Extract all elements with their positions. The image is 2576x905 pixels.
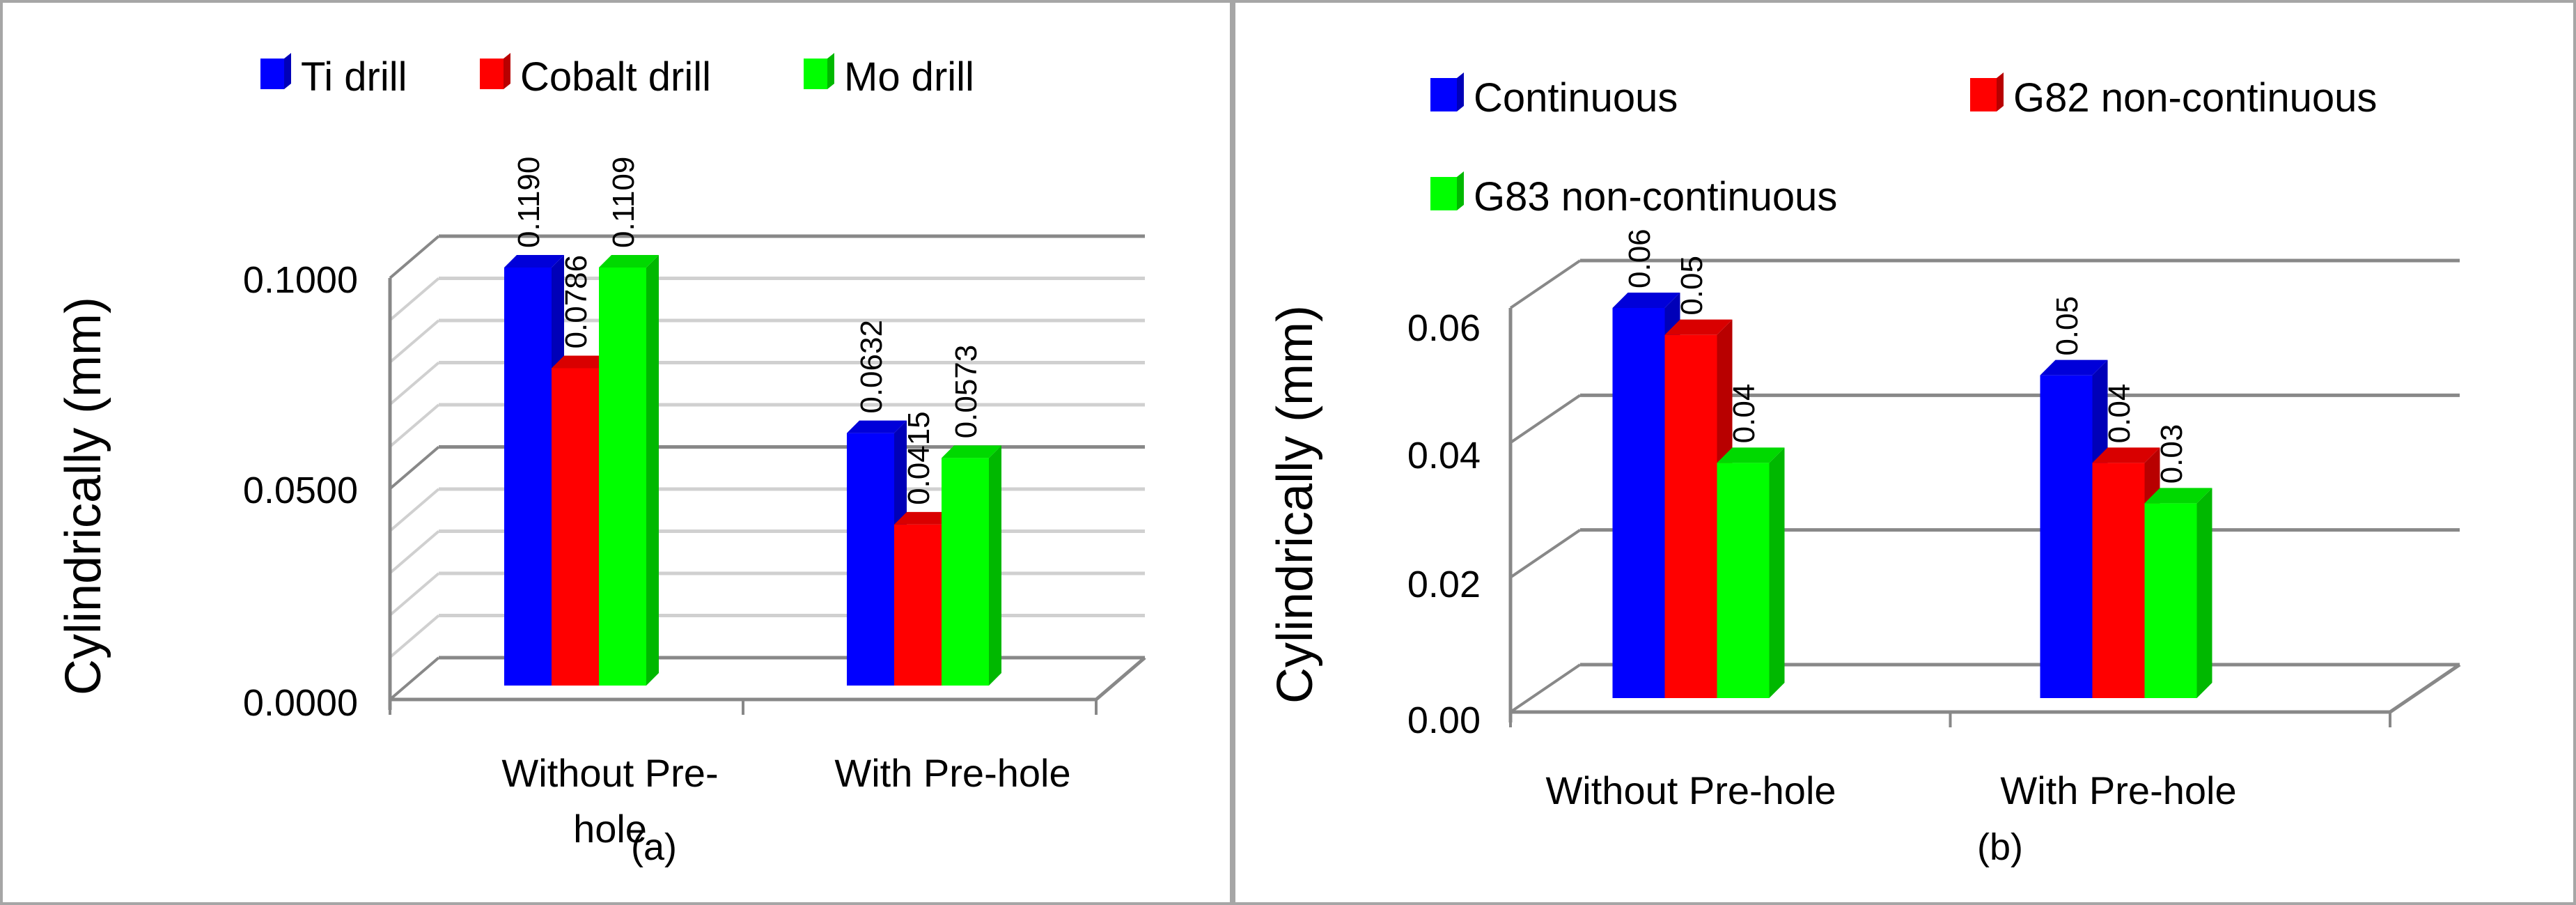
legend-swatch-side — [1457, 171, 1464, 210]
bar-mo-drill — [942, 458, 989, 686]
data-label: 0.0632 — [854, 320, 889, 414]
bar-cobalt-drill — [894, 524, 942, 686]
bar-top-face — [1612, 293, 1680, 308]
gridline-perspective — [389, 235, 440, 279]
gridline-perspective — [389, 572, 440, 617]
category-label: With Pre-hole — [2000, 768, 2236, 812]
bar-ti-drill — [504, 268, 552, 686]
data-label: 0.1109 — [607, 157, 641, 248]
legend-swatch-side — [827, 53, 834, 89]
gridline-perspective — [389, 488, 440, 532]
y-tick-label: 0.04 — [1407, 435, 1481, 477]
bar-mo-drill — [599, 268, 646, 686]
bar-top-face — [2040, 359, 2108, 376]
legend-swatch — [480, 59, 504, 89]
legend-swatch-side — [1457, 72, 1464, 111]
legend-label: Mo drill — [844, 54, 974, 100]
gridline-perspective — [1509, 259, 1582, 309]
gridline-perspective — [389, 529, 440, 575]
y-tick-label: 0.06 — [1407, 307, 1481, 349]
data-label: 0.05 — [1675, 256, 1709, 316]
data-label: 0.0786 — [559, 255, 593, 349]
bar-top-face — [1664, 319, 1733, 335]
bar-top-face — [942, 445, 1001, 458]
y-tick-label: 0.00 — [1407, 699, 1481, 741]
y-tick-label: 0.1000 — [243, 259, 358, 301]
data-label: 0.0415 — [902, 411, 936, 505]
legend-swatch-side — [1997, 72, 2004, 111]
legend-swatch-side — [504, 53, 510, 89]
category-label: With Pre-hole — [834, 751, 1070, 795]
data-label: 0.1190 — [512, 157, 546, 248]
gridline-perspective — [389, 614, 440, 659]
bar-continuous — [1612, 308, 1665, 698]
gridline-perspective — [389, 277, 440, 322]
y-axis-label: Cylindrically (mm) — [56, 297, 111, 695]
y-axis-label: Cylindrically (mm) — [1267, 305, 1323, 704]
bar-top-face — [599, 255, 659, 268]
y-tick-label: 0.02 — [1407, 564, 1481, 605]
data-label: 0.03 — [2155, 424, 2189, 484]
legend-label: Cobalt drill — [520, 54, 711, 100]
gridline-perspective — [1509, 394, 1582, 444]
gridline-perspective — [389, 319, 440, 364]
data-label: 0.06 — [1623, 229, 1657, 288]
chart-b-svg: 0.00 0.02 0.04 0.06 Cylindrically (mm) Withou… — [1267, 72, 2461, 868]
legend-swatch — [804, 59, 827, 89]
bar-top-face — [847, 420, 907, 433]
legend-label: G82 non-continuous — [2013, 75, 2377, 121]
legend-label: Continuous — [1474, 75, 1678, 121]
chart-panel-b: 0.00 0.02 0.04 0.06 Cylindrically (mm) Withou… — [1233, 0, 2576, 905]
bar-top-face — [1717, 447, 1785, 463]
chart-panel-a: 0.0000 0.0500 0.1000 Cylindrically (mm) With… — [0, 0, 1233, 905]
legend-label: Ti drill — [301, 54, 407, 100]
legend-swatch — [1970, 78, 1997, 111]
bar-top-face — [504, 255, 564, 268]
bar-side-face — [2196, 488, 2212, 698]
y-tick-label: 0.0500 — [243, 470, 358, 511]
category-label: Without Pre- — [501, 751, 718, 795]
bar-top-face — [2144, 488, 2212, 504]
bar-g82-non-continuous — [2092, 463, 2145, 698]
category-label: hole — [573, 807, 647, 851]
gridline-perspective — [1509, 663, 1582, 713]
bar-side-face — [989, 445, 1001, 686]
data-label: 0.04 — [1727, 384, 1761, 444]
gridline-perspective — [389, 445, 440, 490]
legend-swatch — [260, 59, 284, 89]
floor-edge — [2389, 663, 2461, 714]
legend-swatch — [1430, 78, 1457, 111]
bar-g83-non-continuous — [1717, 463, 1770, 698]
legend-swatch — [1430, 177, 1457, 210]
bar-top-face — [894, 511, 954, 525]
bar-top-face — [552, 355, 611, 369]
gridline-perspective — [389, 656, 440, 701]
bar-top-face — [2092, 447, 2160, 463]
bar-g82-non-continuous — [1664, 334, 1717, 699]
y-tick-label: 0.0000 — [243, 682, 358, 724]
floor-edge — [1095, 656, 1146, 701]
bar-cobalt-drill — [552, 368, 599, 686]
gridline-perspective — [1509, 529, 1582, 579]
legend-swatch-side — [284, 53, 291, 89]
bar-continuous — [2040, 375, 2093, 698]
data-label: 0.0573 — [949, 345, 983, 439]
bar-side-face — [1769, 447, 1785, 698]
chart-a-svg: 0.0000 0.0500 0.1000 Cylindrically (mm) With… — [56, 53, 1146, 868]
data-label: 0.04 — [2102, 384, 2137, 444]
category-label: Without Pre-hole — [1545, 768, 1836, 812]
panel-label: (b) — [1977, 826, 2023, 868]
legend-label: G83 non-continuous — [1474, 174, 1837, 219]
data-label: 0.05 — [2050, 296, 2084, 356]
bar-g83-non-continuous — [2144, 503, 2197, 698]
bar-side-face — [646, 255, 659, 686]
bar-ti-drill — [847, 433, 894, 686]
gridline-perspective — [389, 361, 440, 406]
gridline-perspective — [389, 403, 440, 448]
panel-label: (a) — [631, 826, 677, 868]
